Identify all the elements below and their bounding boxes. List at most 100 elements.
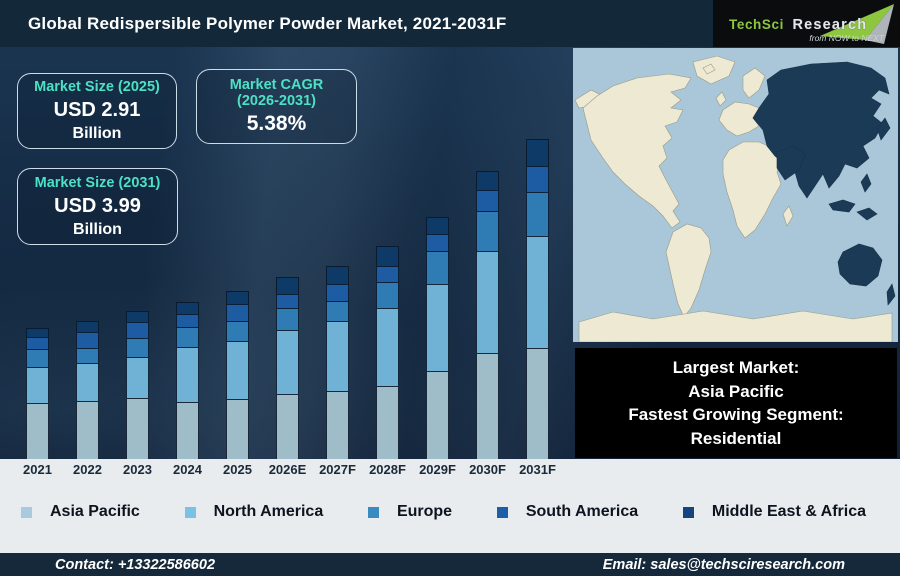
legend-swatch-north-america <box>184 506 196 518</box>
stat-card-label: Market Size (2025) <box>34 79 160 95</box>
axis-and-legend-strip: 2021 2022 2023 2024 2025 2026E 2027F 2028F 2029F… <box>0 459 900 553</box>
legend-label: North America <box>213 503 324 520</box>
bar-segment-europe <box>26 349 49 367</box>
bar-segment-europe <box>326 301 349 321</box>
bar-segment-asia-pacific <box>376 386 399 459</box>
bar-segment-europe <box>226 321 249 341</box>
callout-line: Fastest Growing Segment: <box>628 405 844 424</box>
bar-segment-europe <box>76 348 99 363</box>
axis-label-2025: 2025 <box>223 462 252 477</box>
logo-brand-part1: TechSci <box>729 17 784 32</box>
axis-label-2024: 2024 <box>173 462 202 477</box>
bar-segment-north-america <box>276 330 299 394</box>
bar-segment-south-america <box>526 166 549 192</box>
bar-segment-asia-pacific <box>426 371 449 459</box>
bar-segment-south-america <box>226 304 249 321</box>
bar-2030f <box>476 171 499 459</box>
bar-2021 <box>26 328 49 459</box>
bar-segment-south-america <box>326 284 349 301</box>
bar-2024 <box>176 302 199 459</box>
bar-segment-north-america <box>226 341 249 399</box>
world-map <box>573 48 898 342</box>
bar-2031f <box>526 139 549 459</box>
axis-label-2026e: 2026E <box>268 462 307 477</box>
bar-2025 <box>226 291 249 459</box>
bar-segment-south-america <box>126 322 149 338</box>
bar-segment-middle-east-africa <box>276 277 299 294</box>
bar-2022 <box>76 321 99 459</box>
bar-segment-north-america <box>326 321 349 391</box>
logo-brand-part2: Research <box>792 17 868 33</box>
bar-segment-middle-east-africa <box>376 246 399 266</box>
legend-label: Middle East & Africa <box>711 503 866 520</box>
bar-segment-middle-east-africa <box>26 328 49 337</box>
bar-segment-north-america <box>426 284 449 371</box>
legend-swatch-middle-east-africa <box>682 506 694 518</box>
logo-tagline: from NOW to NEXT <box>809 33 884 43</box>
axis-label-2031f: 2031F <box>519 462 556 477</box>
legend-item-europe: Europe <box>367 503 453 521</box>
bar-segment-asia-pacific <box>126 398 149 459</box>
bar-segment-north-america <box>76 363 99 401</box>
stat-card-value: USD 3.99 <box>54 194 141 217</box>
stat-card-unit: Billion <box>72 125 122 142</box>
axis-label-2028f: 2028F <box>369 462 406 477</box>
bar-segment-south-america <box>26 337 49 349</box>
bar-segment-middle-east-africa <box>226 291 249 304</box>
bar-segment-asia-pacific <box>76 401 99 459</box>
bar-segment-south-america <box>426 234 449 251</box>
bar-segment-south-america <box>376 266 399 282</box>
bar-segment-asia-pacific <box>526 348 549 459</box>
axis-label-2022: 2022 <box>73 462 102 477</box>
bar-segment-asia-pacific <box>276 394 299 459</box>
axis-label-2030f: 2030F <box>469 462 506 477</box>
footer-contact: Contact: +13322586602 <box>55 556 216 573</box>
bar-segment-europe <box>376 282 399 308</box>
stacked-bar-chart <box>0 47 573 459</box>
stat-card-label-line1: Market CAGR <box>229 77 324 93</box>
bar-segment-asia-pacific <box>176 402 199 459</box>
logo-brand-text: TechSci Research <box>729 16 867 34</box>
axis-label-2023: 2023 <box>123 462 152 477</box>
bar-segment-south-america <box>476 190 499 211</box>
bar-segment-middle-east-africa <box>476 171 499 190</box>
bar-segment-asia-pacific <box>26 403 49 459</box>
bar-segment-europe <box>276 308 299 330</box>
stat-card-value: 5.38% <box>246 112 307 135</box>
bar-segment-south-america <box>76 332 99 348</box>
footer-email: Email: sales@techsciresearch.com <box>602 556 845 573</box>
bar-2029f <box>426 217 449 459</box>
world-map-panel <box>573 48 898 342</box>
callout-line: Residential <box>690 428 782 448</box>
stat-card-value: USD 2.91 <box>53 99 141 121</box>
bar-segment-europe <box>176 327 199 347</box>
bar-segment-north-america <box>126 357 149 398</box>
bar-segment-north-america <box>26 367 49 403</box>
bar-segment-south-america <box>276 294 299 308</box>
bar-segment-asia-pacific <box>476 353 499 459</box>
stat-card-unit: Billion <box>73 220 122 238</box>
stat-card-label: Market Size (2031) <box>34 174 161 191</box>
legend-label: Europe <box>396 503 453 520</box>
chart-canvas: Market Size (2025) USD 2.91 Billion Mark… <box>0 47 900 459</box>
stat-card-label: Market CAGR (2026-2031) <box>230 77 323 109</box>
callout-line: Largest Market: <box>672 358 800 377</box>
bar-segment-middle-east-africa <box>126 311 149 322</box>
stat-card-label-line2: (2026-2031) <box>237 93 316 109</box>
legend-label: South America <box>525 503 639 520</box>
footer-bar: Contact: +13322586602 Email: sales@techs… <box>0 553 900 576</box>
legend-item-middle-east-africa: Middle East & Africa <box>682 503 866 521</box>
bar-segment-north-america <box>526 236 549 348</box>
map-landmasses <box>574 55 893 342</box>
bar-segment-middle-east-africa <box>426 217 449 234</box>
bar-2023 <box>126 311 149 459</box>
bar-segment-europe <box>126 338 149 357</box>
techsci-logo: TechSci Research from NOW to NEXT <box>713 0 900 48</box>
bar-segment-middle-east-africa <box>326 266 349 284</box>
legend-label: Asia Pacific <box>50 503 140 520</box>
stat-card-market-size-2031: Market Size (2031) USD 3.99 Billion <box>17 168 178 245</box>
chart-legend: Asia Pacific North America Europe South Ame… <box>0 502 900 522</box>
callout-line: Asia Pacific <box>688 381 784 401</box>
legend-item-asia-pacific: Asia Pacific <box>21 503 140 521</box>
legend-item-south-america: South America <box>496 503 639 521</box>
